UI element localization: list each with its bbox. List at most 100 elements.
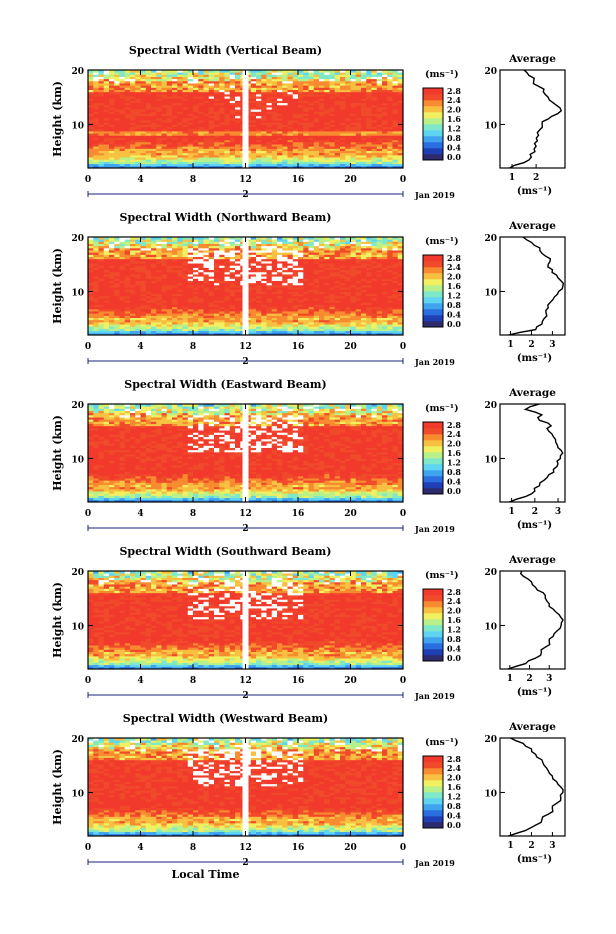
y-tick-label: 10 <box>71 789 84 799</box>
profile-y-tick-label: 10 <box>484 789 497 799</box>
profile-x-label: (ms⁻¹) <box>517 186 552 197</box>
panel-3: Spectral Width (Eastward Beam)1020Height… <box>51 378 565 534</box>
profile-x-tick-label: 1 <box>507 841 513 851</box>
profile-y-tick-label: 10 <box>484 622 497 632</box>
profile-x-label: (ms⁻¹) <box>517 854 552 865</box>
colorbar-band <box>423 112 443 118</box>
profile-y-tick-label: 10 <box>484 121 497 131</box>
colorbar-band <box>423 142 443 148</box>
x-tick-label: 0 <box>400 509 406 519</box>
profile-y-tick-label: 20 <box>484 67 497 77</box>
profile-y-tick-label: 10 <box>484 455 497 465</box>
x-tick-label: 0 <box>85 843 91 853</box>
profile-x-tick-label: 2 <box>528 841 534 851</box>
profile-title: Average <box>508 554 556 566</box>
x-tick-label: 16 <box>292 843 305 853</box>
profile-x-tick-label: 2 <box>528 340 534 350</box>
x-tick-label: 20 <box>344 342 357 352</box>
data-gap <box>243 571 249 669</box>
day-label: 2 <box>242 691 248 701</box>
profile-x-label: (ms⁻¹) <box>517 520 552 531</box>
colorbar-tick-label: 1.2 <box>447 792 461 802</box>
y-tick-label: 10 <box>71 455 84 465</box>
date-label: Jan 2019 <box>414 357 455 367</box>
y-tick-label: 20 <box>71 234 84 244</box>
data-gap <box>243 237 249 335</box>
colorbar-band <box>423 94 443 100</box>
colorbar-band <box>423 476 443 482</box>
colorbar-band <box>423 780 443 786</box>
x-tick-label: 4 <box>137 509 143 519</box>
profile-x-tick-label: 3 <box>555 507 561 517</box>
profile-title: Average <box>508 387 556 399</box>
colorbar-tick-label: 0.8 <box>447 133 461 143</box>
date-label: Jan 2019 <box>414 858 455 868</box>
colorbar-band <box>423 637 443 643</box>
y-tick-label: 20 <box>71 67 84 77</box>
x-tick-label: 20 <box>344 676 357 686</box>
colorbar-tick-label: 0.4 <box>447 811 461 821</box>
x-tick-label: 12 <box>239 676 252 686</box>
colorbar-tick-label: 2.0 <box>447 105 461 115</box>
colorbar-band <box>423 774 443 780</box>
colorbar-band <box>423 297 443 303</box>
data-gap <box>243 738 249 836</box>
x-tick-label: 0 <box>85 342 91 352</box>
x-tick-label: 8 <box>190 175 196 185</box>
colorbar-band <box>423 798 443 804</box>
colorbar-tick-label: 0.0 <box>447 653 461 663</box>
profile-x-tick-label: 1 <box>507 674 513 684</box>
y-axis-label: Height (km) <box>51 81 64 157</box>
x-tick-label: 12 <box>239 175 252 185</box>
day-label: 2 <box>242 190 248 200</box>
day-label: 2 <box>242 858 248 868</box>
colorbar-band <box>423 440 443 446</box>
x-tick-label: 16 <box>292 175 305 185</box>
colorbar-tick-label: 2.0 <box>447 606 461 616</box>
colorbar: 0.00.40.81.21.62.02.42.8 <box>423 754 461 830</box>
colorbar-band <box>423 482 443 488</box>
colorbar-band <box>423 458 443 464</box>
date-label: Jan 2019 <box>414 691 455 701</box>
colorbar-band <box>423 255 443 261</box>
profile-x-tick-label: 3 <box>549 841 555 851</box>
colorbar-tick-label: 0.4 <box>447 310 461 320</box>
x-tick-label: 4 <box>137 843 143 853</box>
colorbar-band <box>423 649 443 655</box>
colorbar: 0.00.40.81.21.62.02.42.8 <box>423 86 461 162</box>
panel-4: Spectral Width (Southward Beam)1020Heigh… <box>51 545 565 701</box>
x-tick-label: 0 <box>400 676 406 686</box>
x-tick-label: 0 <box>85 509 91 519</box>
colorbar-tick-label: 0.4 <box>447 143 461 153</box>
y-axis-label: Height (km) <box>51 582 64 658</box>
profile-x-tick-label: 2 <box>532 507 538 517</box>
colorbar-unit: (ms⁻¹) <box>425 403 459 414</box>
panel-title: Spectral Width (Vertical Beam) <box>129 44 322 57</box>
colorbar-band <box>423 88 443 94</box>
profile-line <box>509 404 562 502</box>
colorbar-band <box>423 285 443 291</box>
profile-x-tick-label: 3 <box>549 340 555 350</box>
colorbar-tick-label: 0.0 <box>447 152 461 162</box>
y-axis-label: Height (km) <box>51 749 64 825</box>
colorbar-tick-label: 2.0 <box>447 773 461 783</box>
colorbar-band <box>423 100 443 106</box>
colorbar-band <box>423 422 443 428</box>
x-tick-label: 12 <box>239 843 252 853</box>
x-tick-label: 4 <box>137 342 143 352</box>
colorbar-tick-label: 0.8 <box>447 300 461 310</box>
colorbar-band <box>423 154 443 160</box>
colorbar-tick-label: 2.4 <box>447 596 461 606</box>
profile-y-tick-label: 20 <box>484 735 497 745</box>
colorbar-band <box>423 768 443 774</box>
colorbar-tick-label: 2.8 <box>447 754 461 764</box>
colorbar-tick-label: 1.2 <box>447 625 461 635</box>
colorbar-band <box>423 303 443 309</box>
profile-line <box>508 571 563 669</box>
x-axis-label: Local Time <box>172 868 240 881</box>
profile-x-label: (ms⁻¹) <box>517 353 552 364</box>
colorbar-tick-label: 2.4 <box>447 95 461 105</box>
colorbar-band <box>423 810 443 816</box>
